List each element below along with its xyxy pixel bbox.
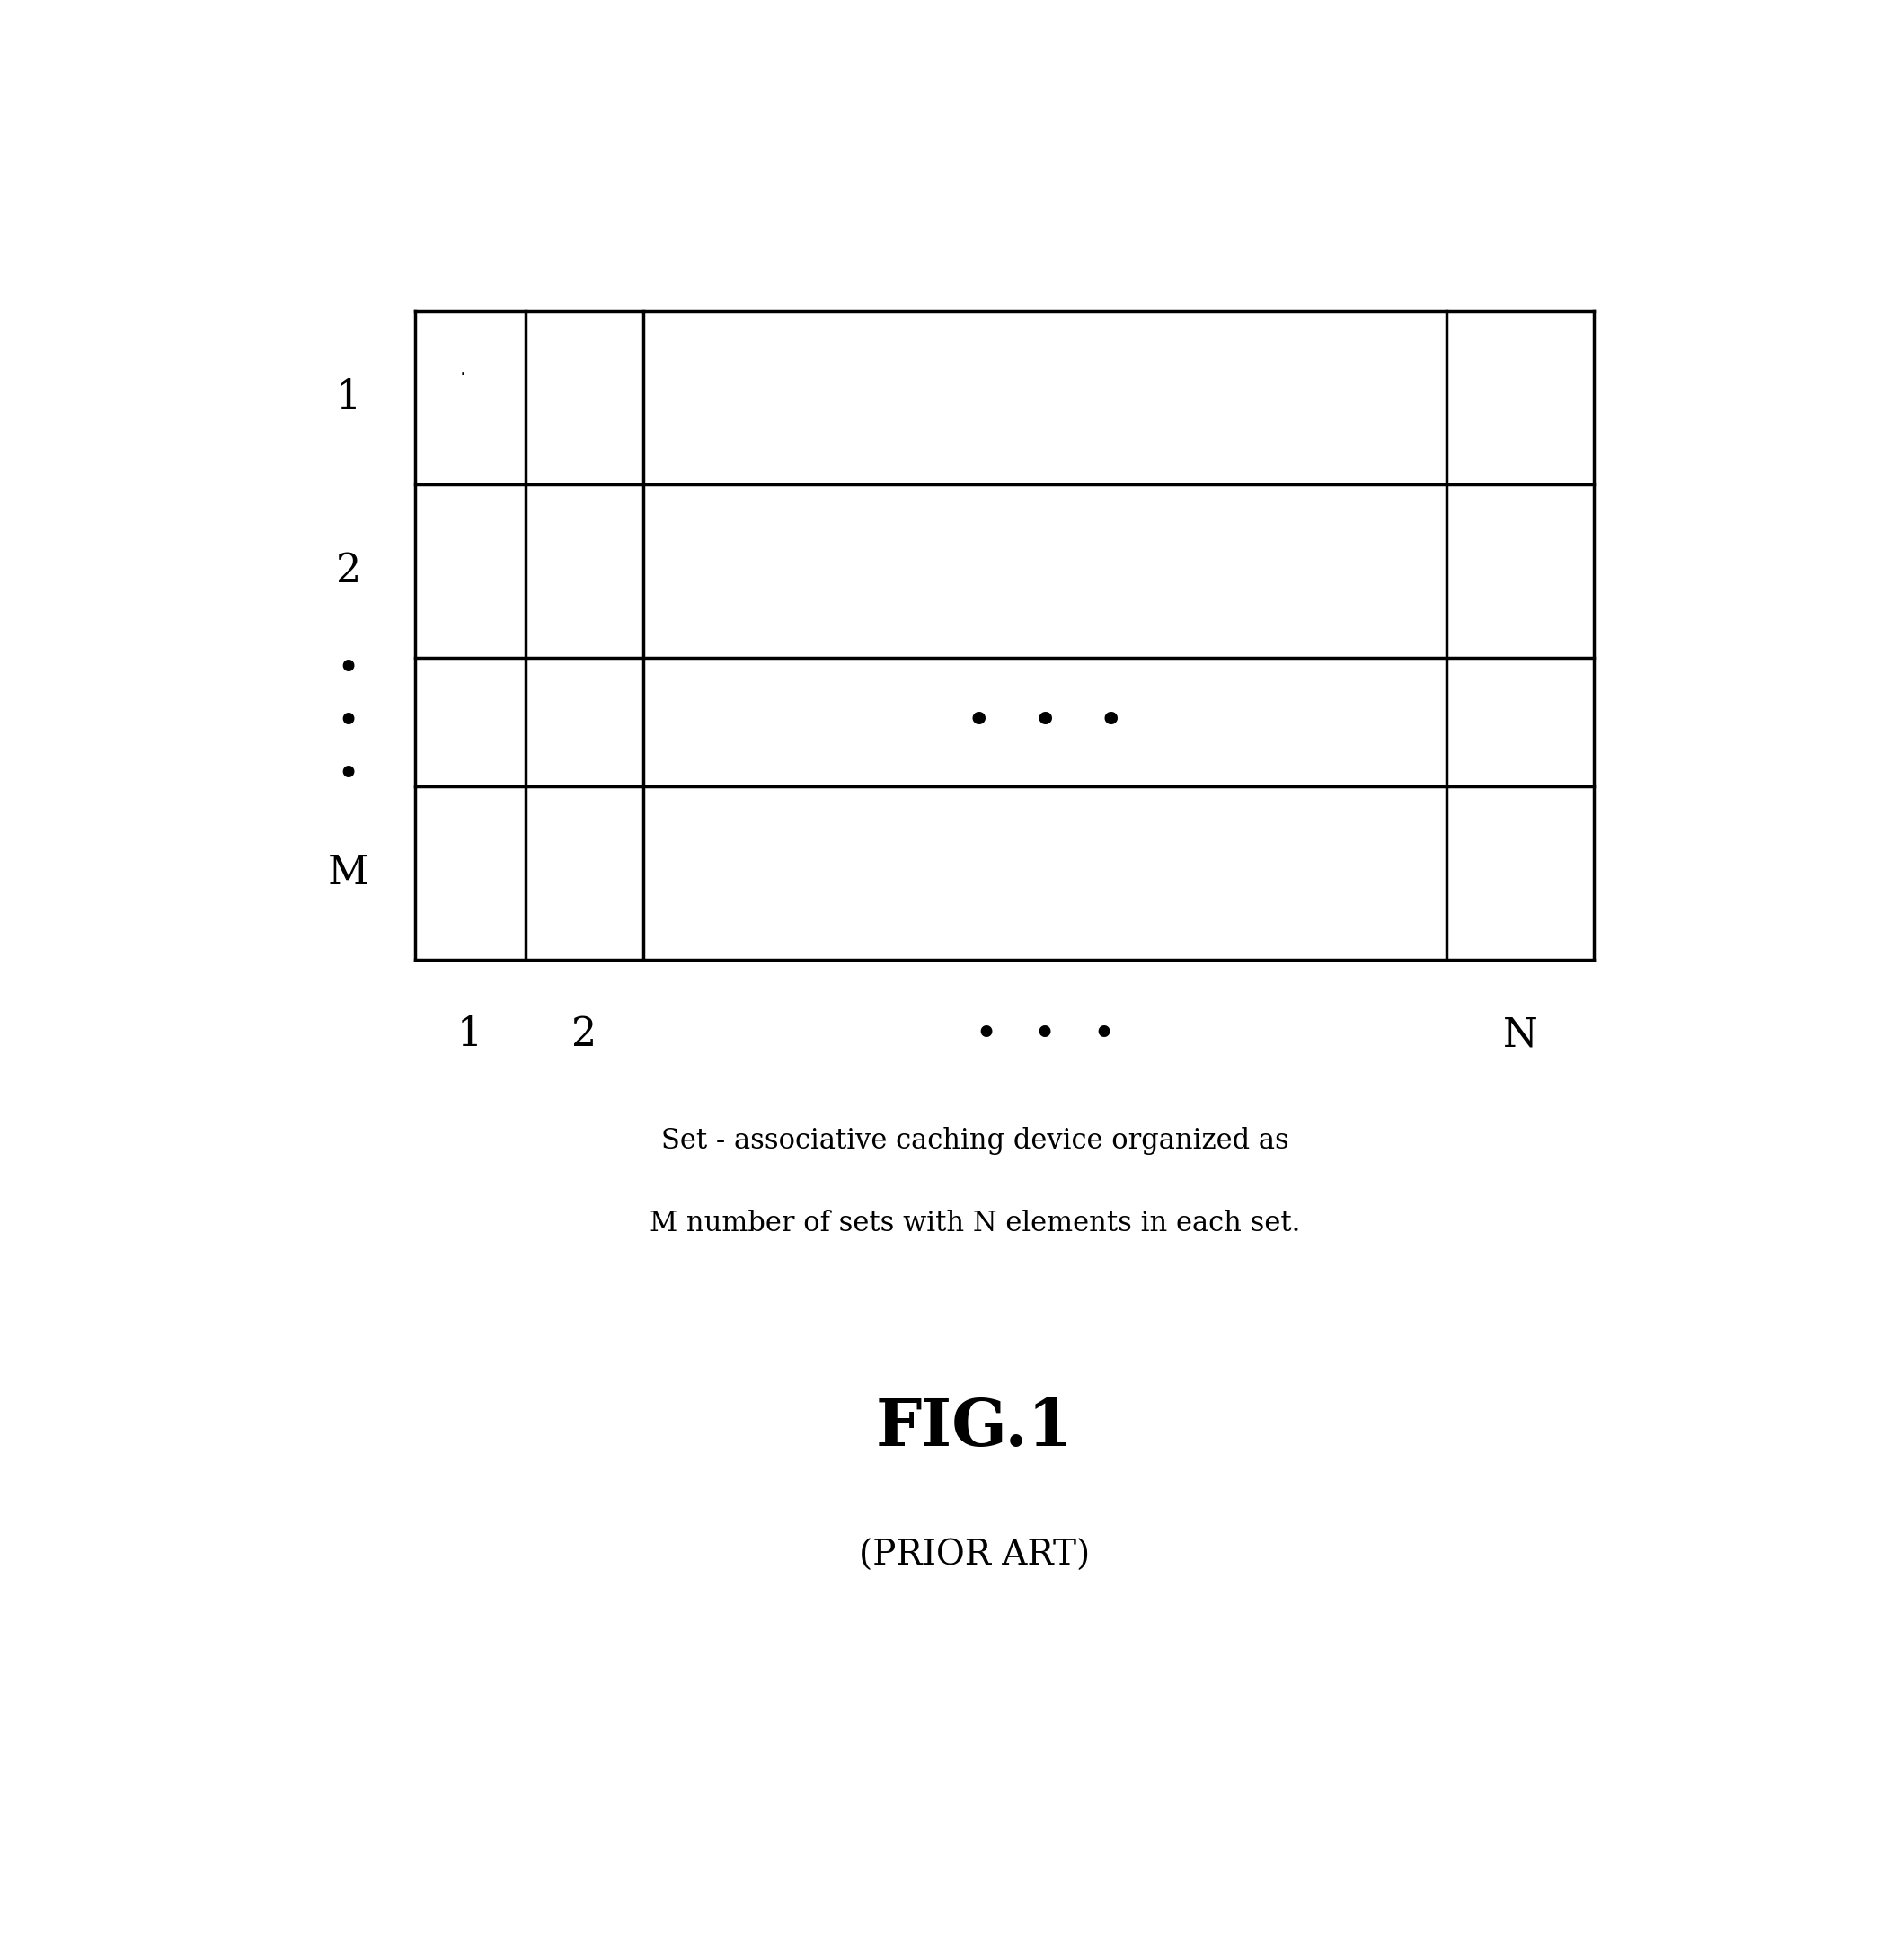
Text: (PRIOR ART): (PRIOR ART) bbox=[860, 1539, 1090, 1572]
Text: ·: · bbox=[460, 367, 466, 384]
Text: 1: 1 bbox=[456, 1015, 483, 1054]
Text: •: • bbox=[1031, 700, 1058, 743]
Text: •: • bbox=[337, 755, 359, 794]
Text: M: M bbox=[327, 853, 369, 892]
Text: •: • bbox=[337, 651, 359, 688]
Text: •: • bbox=[1092, 1015, 1115, 1054]
Text: 2: 2 bbox=[335, 551, 361, 590]
Text: 2: 2 bbox=[571, 1015, 597, 1054]
Text: •: • bbox=[1033, 1015, 1056, 1054]
Text: •: • bbox=[964, 700, 991, 743]
Text: N: N bbox=[1503, 1015, 1537, 1054]
Text: Set - associative caching device organized as: Set - associative caching device organiz… bbox=[660, 1127, 1290, 1154]
Text: •: • bbox=[1097, 700, 1124, 743]
Text: M number of sets with N elements in each set.: M number of sets with N elements in each… bbox=[649, 1209, 1301, 1237]
Text: •: • bbox=[337, 702, 359, 741]
Text: FIG.1: FIG.1 bbox=[877, 1396, 1073, 1460]
Text: 1: 1 bbox=[335, 378, 361, 417]
Text: •: • bbox=[974, 1015, 997, 1054]
